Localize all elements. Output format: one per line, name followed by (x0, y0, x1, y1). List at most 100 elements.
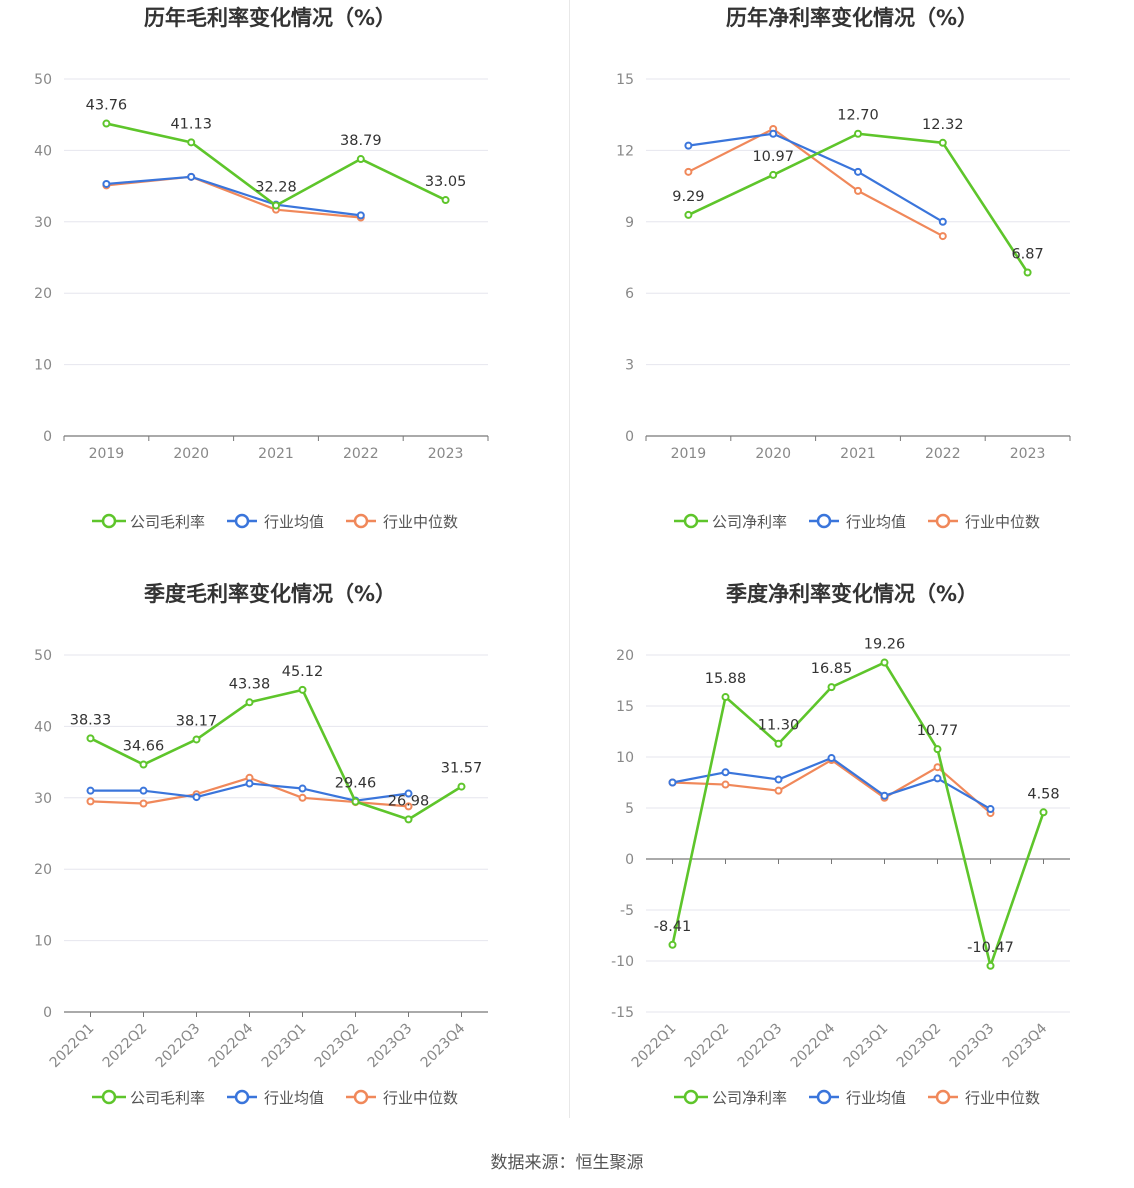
data-label: 11.30 (758, 718, 800, 734)
data-label: 43.38 (229, 676, 271, 692)
data-label: 16.85 (811, 661, 853, 677)
legend-marker-median (353, 1089, 369, 1105)
x-tick-label: 2022Q1 (47, 1021, 98, 1072)
x-tick-label: 2019 (671, 446, 707, 462)
data-point-median (139, 799, 148, 808)
data-label: 12.70 (837, 108, 879, 124)
data-point-avg (139, 786, 148, 795)
y-tick-label: 0 (43, 1005, 52, 1021)
chart-title: 历年毛利率变化情况（%） (144, 6, 396, 30)
legend-label-median: 行业中位数 (383, 513, 458, 531)
y-tick-label: -5 (620, 903, 634, 919)
y-tick-label: 20 (34, 862, 52, 878)
legend-label-avg: 行业均值 (264, 1089, 324, 1107)
y-tick-label: 40 (34, 143, 52, 159)
series-line-company (687, 132, 1029, 274)
series-line-median (687, 127, 944, 238)
x-tick-label: 2023Q2 (894, 1021, 945, 1072)
series-line-avg (106, 175, 361, 217)
y-tick-label: 30 (34, 215, 52, 231)
y-tick-label: -10 (611, 954, 634, 970)
y-tick-label: 30 (34, 791, 52, 807)
legend-label-company: 公司毛利率 (130, 1089, 205, 1107)
data-point-company (880, 658, 889, 667)
data-point-avg (298, 784, 307, 793)
data-point-company (356, 155, 365, 164)
data-point-company (1039, 808, 1048, 817)
data-point-company (933, 745, 942, 754)
data-label: 6.87 (1011, 246, 1043, 262)
data-point-avg (933, 774, 942, 783)
x-tick-label: 2023 (428, 446, 464, 462)
data-label: 26.98 (388, 793, 430, 809)
data-label: 32.28 (255, 180, 297, 196)
x-tick-label: 2021 (258, 446, 294, 462)
y-tick-label: 15 (616, 72, 634, 88)
data-label: 15.88 (705, 671, 747, 687)
x-tick-label: 2023Q3 (947, 1021, 998, 1072)
data-point-avg (356, 211, 365, 220)
data-point-avg (827, 754, 836, 763)
legend-label-median: 行业中位数 (383, 1089, 458, 1107)
y-tick-label: 10 (34, 934, 52, 950)
y-tick-label: 10 (616, 750, 634, 766)
data-point-company (986, 961, 995, 970)
legend-label-median: 行业中位数 (965, 513, 1040, 531)
chart-title: 历年净利率变化情况（%） (726, 6, 978, 30)
x-tick-label: 2022Q3 (153, 1021, 204, 1072)
x-tick-label: 2023Q3 (365, 1021, 416, 1072)
data-point-avg (86, 786, 95, 795)
data-point-company (187, 138, 196, 147)
legend-marker-company (101, 1089, 117, 1105)
legend-marker-median (353, 513, 369, 529)
data-point-avg (668, 778, 677, 787)
y-tick-label: 3 (625, 358, 634, 374)
data-point-avg (769, 129, 778, 138)
data-point-company (854, 129, 862, 138)
data-label: 33.05 (425, 174, 467, 190)
data-point-median (721, 780, 730, 789)
y-tick-label: 15 (616, 699, 634, 715)
data-point-median (404, 802, 413, 811)
data-point-company (938, 138, 947, 147)
legend-marker-avg (816, 1089, 832, 1105)
chart-quarterly-gross: 季度毛利率变化情况（%） 0 10 20 30 40 50 2022Q1 2022Q2 2022Q… (0, 576, 567, 1152)
y-tick-label: 50 (34, 648, 52, 664)
data-label: 38.79 (340, 133, 382, 149)
data-point-company (192, 735, 201, 744)
y-tick-label: 20 (616, 648, 634, 664)
legend-marker-median (935, 513, 951, 529)
legend-marker-company (683, 1089, 699, 1105)
data-point-median (774, 786, 783, 795)
data-point-avg (938, 217, 947, 226)
series-line-avg (688, 132, 944, 223)
legend-marker-avg (816, 513, 832, 529)
data-label: 41.13 (170, 116, 212, 132)
data-point-company (721, 693, 730, 702)
y-tick-label: 6 (625, 286, 634, 302)
series-line-company (89, 688, 463, 821)
x-tick-label: 2022Q2 (682, 1021, 733, 1072)
data-point-avg (192, 793, 201, 802)
y-tick-label: 5 (625, 801, 634, 817)
chart-annual-gross: 历年毛利率变化情况（%） 0 10 20 30 40 50 2019 2020 2021 2022 2… (0, 0, 567, 576)
data-point-avg (684, 141, 693, 150)
data-label: 34.66 (123, 739, 165, 755)
data-label: 45.12 (282, 664, 324, 680)
y-tick-label: 0 (43, 429, 52, 445)
legend-label-company: 公司毛利率 (130, 513, 205, 531)
x-tick-label: 2023Q1 (259, 1021, 310, 1072)
chart-annual-net-svg: 历年净利率变化情况（%） 0 3 6 9 12 15 2019 2020 2021 2022 2023… (616, 6, 1071, 531)
data-point-company (351, 797, 360, 806)
chart-title: 季度毛利率变化情况（%） (144, 582, 396, 606)
y-tick-label: 12 (616, 143, 634, 159)
data-label: 9.29 (672, 189, 704, 205)
y-tick-label: 50 (34, 72, 52, 88)
data-point-company (245, 698, 254, 707)
data-point-avg (721, 768, 730, 777)
chart-title: 季度净利率变化情况（%） (726, 582, 978, 606)
data-label: 38.17 (176, 713, 218, 729)
x-tick-label: 2020 (755, 446, 791, 462)
x-tick-label: 2022Q4 (206, 1020, 257, 1071)
